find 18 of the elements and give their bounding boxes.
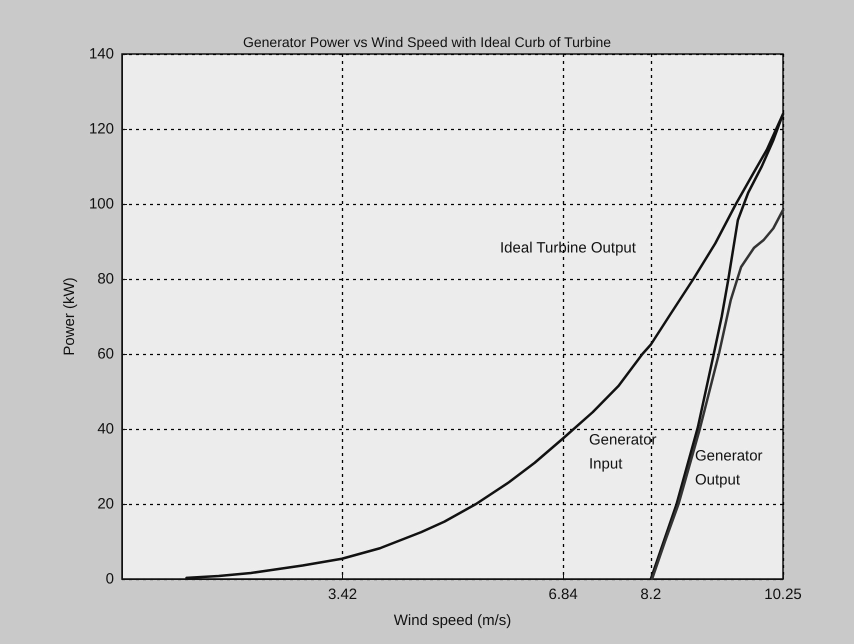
y-tick-label: 140 [88,46,114,62]
y-tick-label: 60 [97,346,114,362]
y-tick-label: 40 [97,420,114,438]
y-tick-label: 120 [88,120,114,138]
y-tick-label: 20 [97,496,114,512]
annotation: Ideal Turbine Output [500,240,637,256]
x-axis-title: Wind speed (m/s) [394,612,512,629]
x-tick-label: 6.84 [548,586,578,603]
y-axis-title: Power (kW) [61,277,78,356]
x-tick-label: 8.2 [640,586,662,603]
x-tick-label: 10.25 [764,586,802,603]
chart-title: Generator Power vs Wind Speed with Ideal Curb of Turbine [242,34,612,50]
y-tick-label: 0 [106,570,114,588]
y-tick-label: 100 [88,196,114,212]
x-tick-label: 3.42 [328,586,358,603]
annotation: Generator Input [589,432,657,472]
y-tick-label: 80 [97,270,114,288]
annotation: Generator Output [695,448,763,488]
